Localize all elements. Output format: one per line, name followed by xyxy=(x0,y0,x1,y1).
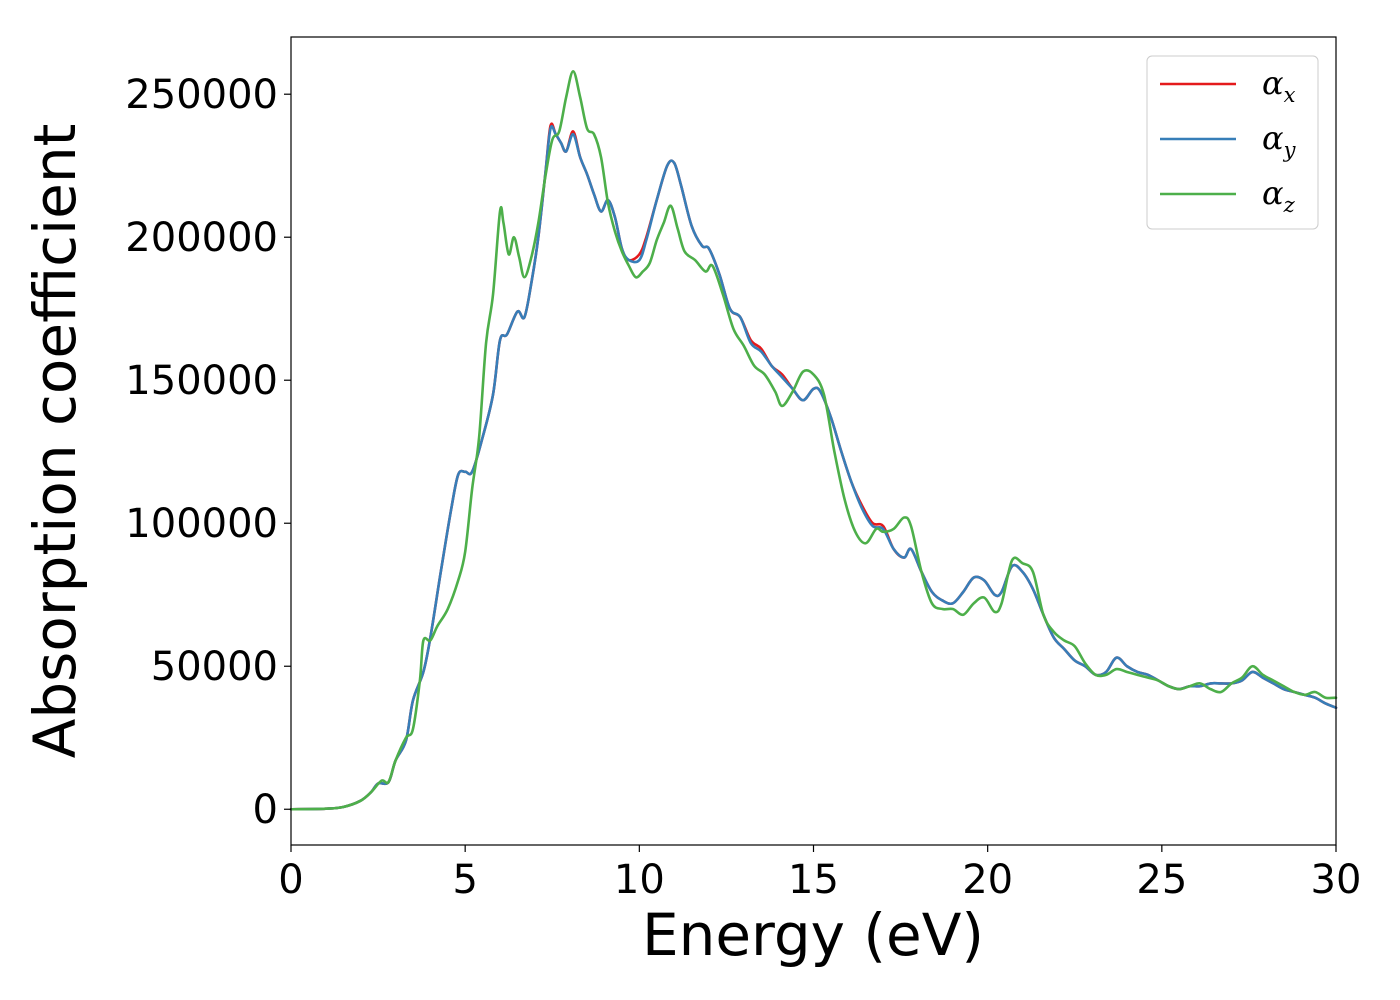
x-tick-label: 20 xyxy=(962,857,1013,903)
x-axis-title: Energy (eV) xyxy=(642,901,984,969)
y-tick-label: 50000 xyxy=(151,644,278,690)
x-tick-label: 15 xyxy=(788,857,839,903)
x-tick-label: 30 xyxy=(1311,857,1362,903)
x-tick-label: 0 xyxy=(278,857,303,903)
legend-subscript: z xyxy=(1283,193,1296,217)
series-line-z xyxy=(289,70,1338,811)
legend-label-z: αz xyxy=(1262,174,1296,217)
series-line-y xyxy=(289,124,1338,811)
x-tick-label: 25 xyxy=(1136,857,1187,903)
x-tick-label: 5 xyxy=(452,857,477,903)
x-axis-ticks: 0 5 10 15 20 25 30 xyxy=(278,845,1361,903)
y-tick-label: 200000 xyxy=(125,215,278,261)
legend-symbol: α xyxy=(1262,119,1284,157)
legend-subscript: y xyxy=(1283,138,1297,162)
y-axis-ticks: 0 50000 100000 150000 200000 250000 xyxy=(125,72,291,833)
series-lines xyxy=(289,70,1338,811)
legend-symbol: α xyxy=(1262,174,1284,212)
y-tick-label: 250000 xyxy=(125,72,278,118)
legend-symbol: α xyxy=(1262,64,1284,102)
legend-box xyxy=(1146,55,1319,230)
x-tick-label: 10 xyxy=(614,857,665,903)
legend-label-y: αy xyxy=(1262,119,1297,162)
y-tick-label: 0 xyxy=(253,787,278,833)
legend-label-x: αx xyxy=(1262,64,1296,107)
legend-subscript: x xyxy=(1284,83,1296,107)
y-tick-label: 150000 xyxy=(125,358,278,404)
y-axis-title: Absorption coefficient xyxy=(21,124,89,759)
y-tick-label: 100000 xyxy=(125,501,278,547)
